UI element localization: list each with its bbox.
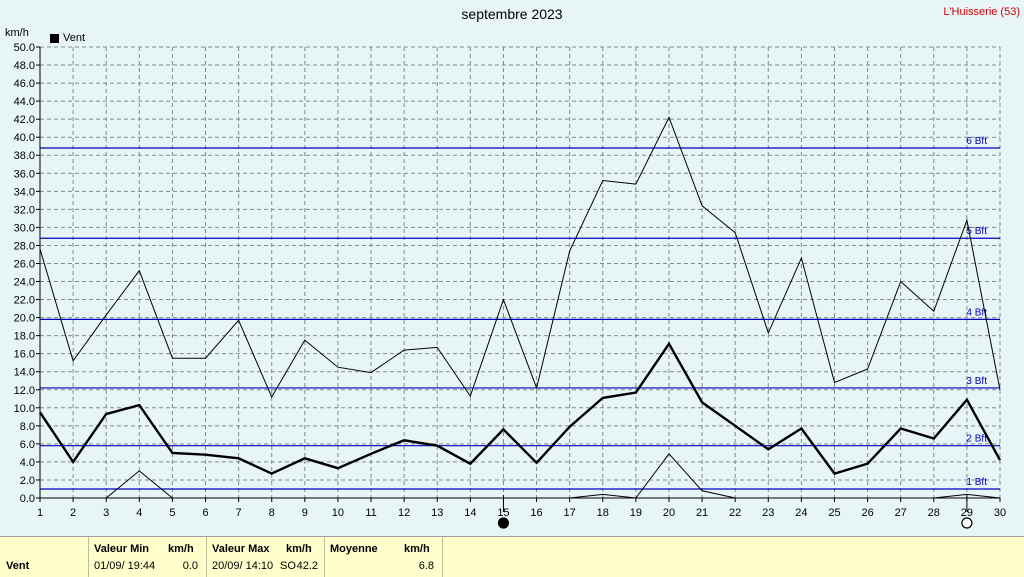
y-tick-label: 22.0 bbox=[14, 295, 35, 307]
min-date: 01/09/ 19:44 bbox=[94, 560, 156, 572]
beaufort-label: 5 Bft bbox=[966, 226, 987, 237]
station-name: L'Huisserie (53) bbox=[943, 6, 1020, 18]
y-tick-label: 26.0 bbox=[14, 258, 35, 270]
beaufort-label: 3 Bft bbox=[966, 376, 987, 387]
chart-series bbox=[39, 116, 1002, 499]
y-tick-label: 34.0 bbox=[14, 186, 35, 198]
max-value: 42.2 bbox=[296, 560, 318, 572]
legend-label: Vent bbox=[63, 32, 86, 44]
x-tick-label: 21 bbox=[696, 507, 708, 519]
series-line-2 bbox=[39, 116, 1001, 399]
summary-max-col: Valeur Max km/h 20/09/ 14:10 SO 42.2 bbox=[206, 537, 325, 577]
y-tick-label: 16.0 bbox=[14, 349, 35, 361]
x-tick-label: 14 bbox=[464, 507, 476, 519]
x-tick-label: 17 bbox=[564, 507, 576, 519]
x-tick-label: 10 bbox=[332, 507, 344, 519]
y-tick-label: 50.0 bbox=[14, 42, 35, 54]
chart-grid bbox=[39, 46, 1001, 499]
y-axis-unit: km/h bbox=[5, 27, 29, 39]
y-tick-label: 10.0 bbox=[14, 403, 35, 415]
x-tick-label: 8 bbox=[269, 507, 275, 519]
y-tick-label: 30.0 bbox=[14, 222, 35, 234]
y-tick-label: 14.0 bbox=[14, 367, 35, 379]
series-line-3 bbox=[40, 453, 1001, 499]
y-axis-ticks: 0.0 2.0 4.0 6.0 8.0 10.0 12.0 14.0 16.0 18.0 20.0 2… bbox=[14, 42, 40, 505]
y-tick-label: 4.0 bbox=[20, 457, 35, 469]
y-tick-label: 48.0 bbox=[14, 60, 35, 72]
x-tick-label: 18 bbox=[597, 507, 609, 519]
summary-param-col: Vent bbox=[0, 537, 89, 577]
new-moon-icon bbox=[497, 517, 510, 529]
x-tick-label: 9 bbox=[302, 507, 308, 519]
max-header: Valeur Max bbox=[212, 543, 270, 555]
y-tick-label: 20.0 bbox=[14, 313, 35, 325]
beaufort-label: 2 Bft bbox=[966, 434, 987, 445]
chart-title: septembre 2023 bbox=[461, 6, 563, 22]
x-axis-ticks: 1 2 3 4 5 6 7 8 9 10 11 12 13 14 15 16 17 18 19 20 21 22 23 24 2… bbox=[37, 498, 1006, 519]
beaufort-label: 4 Bft bbox=[966, 307, 987, 318]
x-tick-label: 15 bbox=[497, 507, 509, 519]
x-tick-label: 26 bbox=[861, 507, 873, 519]
x-tick-label: 13 bbox=[431, 507, 443, 519]
max-date: 20/09/ 14:10 bbox=[212, 560, 274, 572]
beaufort-lines: 1 Bft 2 Bft 3 Bft 4 Bft 5 Bft 6 Bft bbox=[40, 136, 1000, 490]
avg-unit: km/h bbox=[404, 543, 430, 555]
x-tick-label: 3 bbox=[103, 507, 109, 519]
y-tick-label: 40.0 bbox=[14, 132, 35, 144]
x-tick-label: 12 bbox=[398, 507, 410, 519]
x-tick-label: 19 bbox=[630, 507, 642, 519]
min-value: 0.0 bbox=[182, 560, 198, 572]
y-tick-label: 36.0 bbox=[14, 168, 35, 180]
y-tick-label: 0.0 bbox=[20, 493, 35, 505]
y-tick-label: 38.0 bbox=[14, 150, 35, 162]
x-tick-label: 5 bbox=[169, 507, 175, 519]
summary-panel: Vent Valeur Min km/h 01/09/ 19:44 0.0 Va… bbox=[0, 536, 1024, 577]
legend: Vent bbox=[50, 32, 85, 44]
x-tick-label: 27 bbox=[895, 507, 907, 519]
x-tick-label: 29 bbox=[961, 507, 973, 519]
avg-value: 6.8 bbox=[418, 560, 434, 572]
y-tick-label: 46.0 bbox=[14, 78, 35, 90]
y-tick-label: 32.0 bbox=[14, 204, 35, 216]
x-tick-label: 28 bbox=[928, 507, 940, 519]
y-tick-label: 18.0 bbox=[14, 331, 35, 343]
x-tick-label: 23 bbox=[762, 507, 774, 519]
wind-chart: 1 Bft 2 Bft 3 Bft 4 Bft 5 Bft 6 Bft 0.0 2.0 4.0… bbox=[14, 42, 1006, 529]
y-tick-label: 28.0 bbox=[14, 240, 35, 252]
x-tick-label: 16 bbox=[530, 507, 542, 519]
x-tick-label: 22 bbox=[729, 507, 741, 519]
series-line-1 bbox=[39, 341, 1002, 475]
summary-avg-col: Moyenne km/h 6.8 bbox=[324, 537, 443, 577]
y-tick-label: 12.0 bbox=[14, 385, 35, 397]
avg-header: Moyenne bbox=[330, 543, 378, 555]
legend-swatch bbox=[50, 33, 59, 43]
x-tick-label: 6 bbox=[202, 507, 208, 519]
summary-param: Vent bbox=[6, 560, 30, 572]
y-tick-label: 2.0 bbox=[20, 475, 35, 487]
x-tick-label: 7 bbox=[236, 507, 242, 519]
y-tick-label: 42.0 bbox=[14, 114, 35, 126]
beaufort-label: 6 Bft bbox=[966, 136, 987, 147]
y-tick-label: 6.0 bbox=[20, 439, 35, 451]
min-header: Valeur Min bbox=[94, 543, 150, 555]
y-tick-label: 44.0 bbox=[14, 96, 35, 108]
x-tick-label: 20 bbox=[663, 507, 675, 519]
x-tick-label: 11 bbox=[365, 507, 376, 519]
x-tick-label: 2 bbox=[70, 507, 76, 519]
max-unit: km/h bbox=[286, 543, 312, 555]
x-tick-label: 25 bbox=[828, 507, 840, 519]
x-tick-label: 4 bbox=[136, 507, 142, 519]
min-unit: km/h bbox=[168, 543, 194, 555]
summary-min-col: Valeur Min km/h 01/09/ 19:44 0.0 bbox=[88, 537, 207, 577]
y-tick-label: 24.0 bbox=[14, 277, 35, 289]
beaufort-label: 1 Bft bbox=[966, 477, 987, 488]
x-tick-label: 1 bbox=[37, 507, 43, 519]
x-tick-label: 24 bbox=[795, 507, 807, 519]
y-tick-label: 8.0 bbox=[20, 421, 35, 433]
x-tick-label: 30 bbox=[994, 507, 1006, 519]
chart-axes bbox=[39, 47, 1000, 499]
max-direction: SO bbox=[280, 560, 296, 572]
full-moon-icon bbox=[961, 517, 973, 529]
moon-phases bbox=[497, 495, 973, 529]
